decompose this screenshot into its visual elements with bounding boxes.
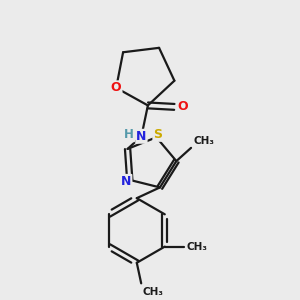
Text: N: N [121,175,131,188]
Text: CH₃: CH₃ [143,287,164,297]
Text: CH₃: CH₃ [187,242,208,252]
Text: S: S [153,128,162,141]
Text: O: O [177,100,188,113]
Text: O: O [111,81,122,94]
Text: H: H [124,128,134,141]
Text: CH₃: CH₃ [194,136,214,146]
Text: N: N [136,130,147,143]
